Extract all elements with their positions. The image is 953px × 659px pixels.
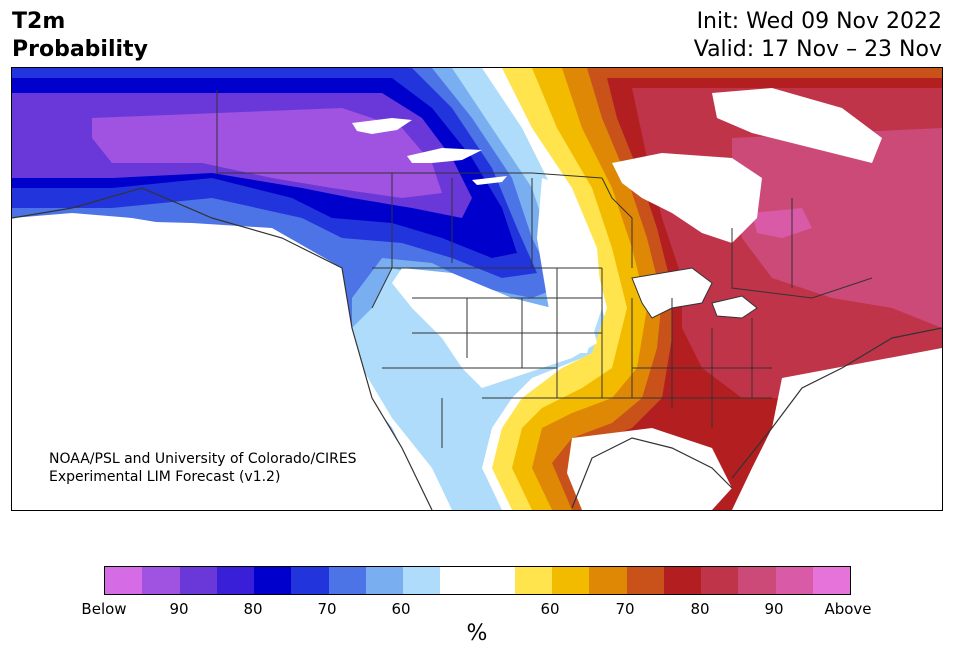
map-panel: [11, 67, 943, 511]
credit-line-1: NOAA/PSL and University of Colorado/CIRE…: [49, 451, 357, 467]
colorbar-swatch: [440, 567, 478, 594]
boundaries: [216, 90, 873, 448]
colorbar-swatch: [514, 567, 552, 594]
colorbar: [104, 566, 851, 595]
colorbar-tick-label: 60: [391, 600, 411, 618]
colorbar-unit: %: [466, 621, 488, 646]
pacific-ocean: [12, 218, 432, 510]
colorbar-swatch: [477, 567, 515, 594]
title-line-2: Probability: [12, 37, 148, 62]
colorbar-swatch: [365, 567, 403, 594]
colorbar-swatch: [254, 567, 292, 594]
great-lakes: [631, 267, 758, 319]
colorbar-swatch: [216, 567, 254, 594]
warm-contour-90: [732, 128, 942, 328]
colorbar-tick-label: 80: [243, 600, 263, 618]
probability-map: [12, 68, 942, 510]
colorbar-swatch: [552, 567, 590, 594]
colorbar-tick-label: 90: [169, 600, 189, 618]
colorbar-swatch: [179, 567, 217, 594]
valid-range: Valid: 17 Nov – 23 Nov: [693, 37, 942, 62]
colorbar-swatch: [142, 567, 180, 594]
credit-line-2: Experimental LIM Forecast (v1.2): [49, 469, 281, 485]
warm-contour-95: [752, 208, 812, 238]
forecast-dates: Init: Wed 09 Nov 2022 Valid: 17 Nov – 23…: [694, 8, 942, 64]
init-date: Init: Wed 09 Nov 2022: [696, 9, 942, 34]
neutral-corridor: [537, 178, 602, 353]
colorbar-swatch: [589, 567, 627, 594]
map-title: T2m Probability: [12, 8, 148, 64]
colorbar-swatch: [701, 567, 739, 594]
colorbar-tick-label: 80: [690, 600, 710, 618]
coastline: [12, 187, 942, 510]
arctic-water: [712, 88, 882, 163]
colorbar-swatch: [328, 567, 366, 594]
great-bear-lake: [352, 118, 412, 134]
colorbar-swatch: [626, 567, 664, 594]
title-line-1: T2m: [12, 9, 66, 34]
colorbar-swatch: [663, 567, 701, 594]
cold-contour-90: [92, 108, 442, 198]
great-slave-lake: [407, 148, 482, 163]
colorbar-tick-label: 70: [317, 600, 337, 618]
map-credit: NOAA/PSL and University of Colorado/CIRE…: [49, 450, 357, 486]
colorbar-tick-label: 60: [540, 600, 560, 618]
colorbar-swatch: [403, 567, 441, 594]
colorbar-swatch: [105, 567, 143, 594]
colorbar-swatch: [291, 567, 329, 594]
colorbar-swatch: [812, 567, 850, 594]
colorbar-tick-label: Below: [81, 600, 127, 618]
lake-athabasca: [472, 176, 507, 185]
colorbar-tick-label: 90: [764, 600, 784, 618]
pacific-ocean-north: [12, 213, 332, 288]
hudson-bay: [612, 153, 762, 243]
atlantic-ocean: [732, 348, 942, 510]
colorbar-tick-label: 70: [615, 600, 635, 618]
colorbar-swatch: [775, 567, 813, 594]
colorbar-tick-label: Above: [824, 600, 872, 618]
colorbar-swatch: [738, 567, 776, 594]
gulf-of-mexico: [567, 428, 732, 510]
